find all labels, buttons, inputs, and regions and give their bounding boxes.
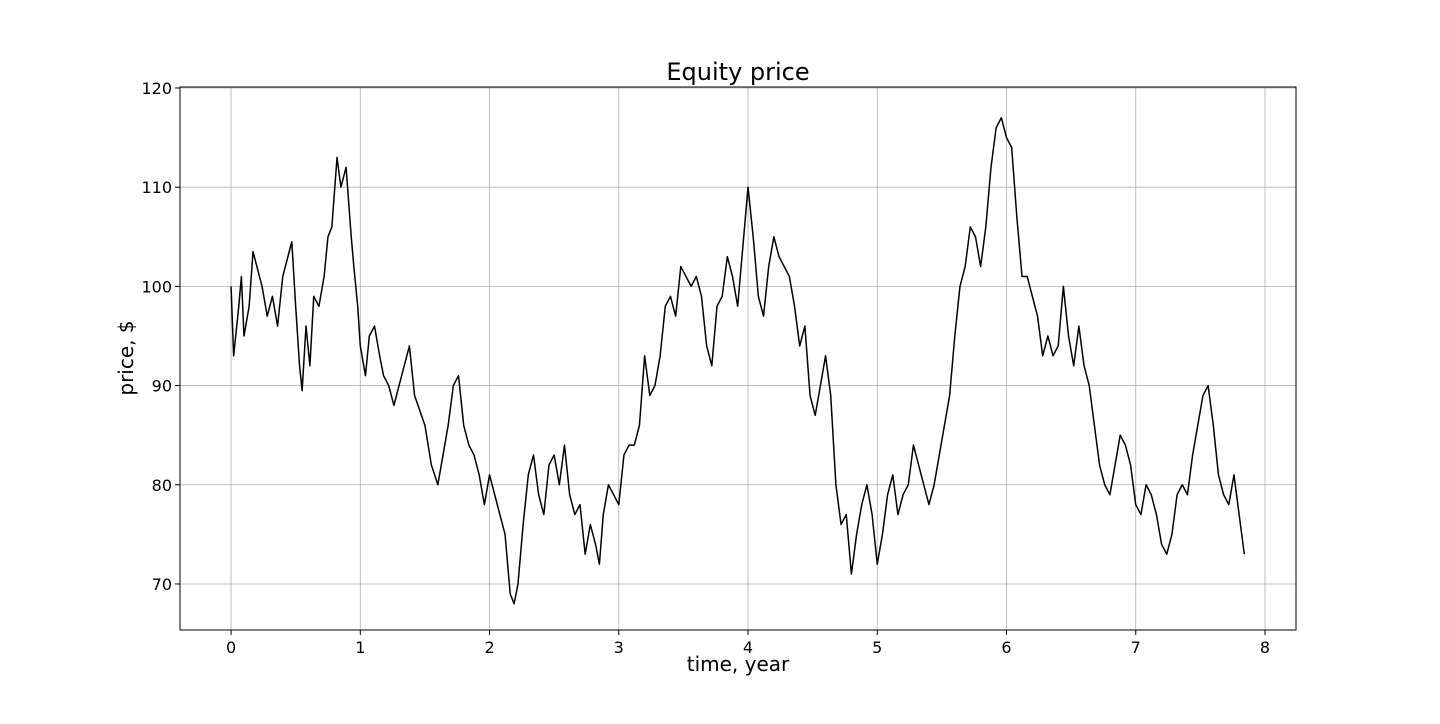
y-tick-label: 100 (141, 277, 172, 296)
chart-title: Equity price (666, 58, 809, 86)
plot-frame (179, 86, 1297, 631)
x-tick-label: 7 (1131, 638, 1141, 657)
x-tick-label: 4 (743, 638, 753, 657)
x-tick-label: 8 (1260, 638, 1270, 657)
x-tick-label: 1 (355, 638, 365, 657)
x-tick-label: 2 (484, 638, 494, 657)
x-tick-label: 3 (614, 638, 624, 657)
y-tick-label: 70 (152, 575, 172, 594)
y-tick-label: 80 (152, 476, 172, 495)
y-axis-label: price, $ (114, 320, 138, 395)
y-tick-label: 110 (141, 178, 172, 197)
y-tick-label: 120 (141, 79, 172, 98)
x-tick-label: 6 (1001, 638, 1011, 657)
x-tick-label: 5 (872, 638, 882, 657)
x-axis-label: time, year (687, 652, 790, 676)
x-tick-label: 0 (226, 638, 236, 657)
price-line (230, 117, 1246, 605)
y-tick-label: 90 (152, 377, 172, 396)
